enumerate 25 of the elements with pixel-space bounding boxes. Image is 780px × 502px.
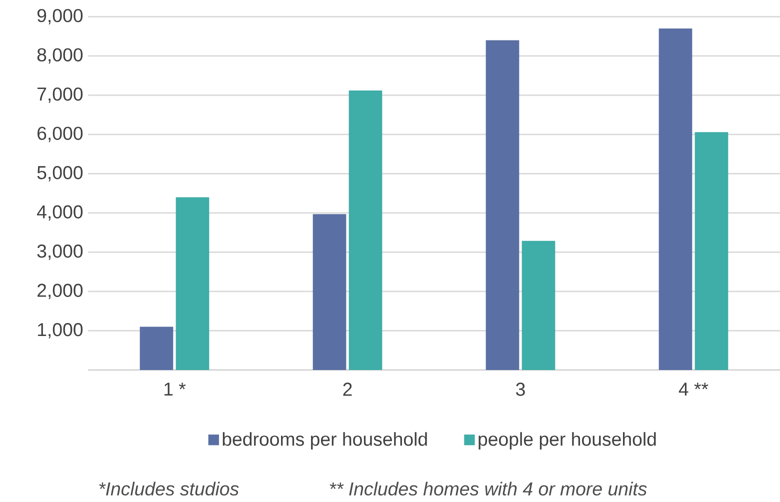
x-tick-label: 2 (343, 382, 352, 396)
y-tick-label: 7,000 (38, 87, 83, 103)
y-tick-label: 4,000 (37, 205, 83, 221)
bar (658, 28, 692, 370)
bar (694, 132, 728, 370)
text: *Includes studios (99, 482, 239, 496)
y-tick-label: 2,000 (38, 284, 83, 300)
y-tick-label: 6,000 (38, 126, 83, 142)
bar (522, 240, 556, 370)
legend-label: bedrooms per household (222, 432, 427, 450)
legend-label: people per household (478, 432, 656, 450)
y-tick-label: 8,000 (37, 48, 83, 64)
bar (312, 214, 346, 370)
x-tick-label: 3 (516, 382, 525, 396)
x-tick-label: 4 ** (678, 382, 708, 396)
bar (348, 90, 382, 370)
y-tick-label: 5,000 (37, 166, 83, 182)
bar (486, 40, 520, 370)
bar (140, 326, 174, 370)
y-tick-label: 3,000 (37, 244, 83, 260)
text: ** Includes homes with 4 or more units (330, 482, 647, 496)
y-tick-label: 9,000 (37, 8, 83, 24)
y-tick-label: 1,000 (38, 323, 83, 338)
bar (176, 197, 210, 370)
x-tick-label: 1 * (164, 382, 186, 396)
